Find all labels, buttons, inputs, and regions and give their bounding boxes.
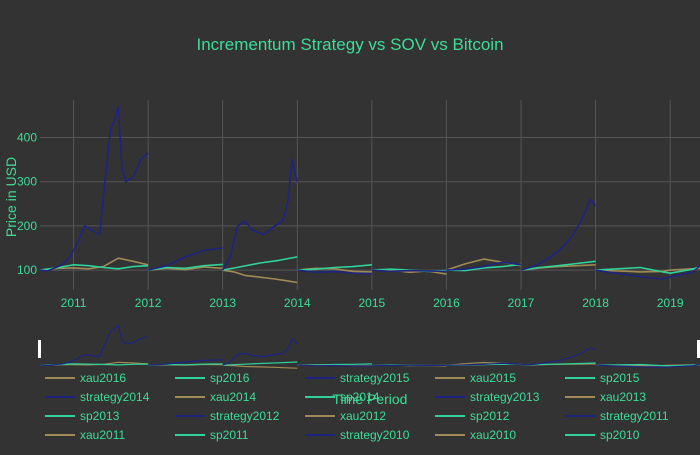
legend-label: xau2011 <box>80 428 125 442</box>
x-axis-title: Time Period <box>333 391 408 407</box>
legend-label: sp2010 <box>600 428 640 442</box>
range-slider[interactable] <box>38 324 700 370</box>
y-axis-title: Price in USD <box>3 157 19 237</box>
chart-title: Incrementum Strategy vs SOV vs Bitcoin <box>196 35 503 54</box>
legend-label: sp2011 <box>210 428 249 442</box>
legend-label: strategy2012 <box>210 409 280 423</box>
legend-label: sp2015 <box>600 371 640 385</box>
legend-label: xau2015 <box>470 371 516 385</box>
y-tick-label: 200 <box>17 219 37 233</box>
legend-label: xau2010 <box>470 428 516 442</box>
x-tick-label: 2019 <box>657 296 684 310</box>
legend-label: sp2016 <box>210 371 250 385</box>
x-tick-label: 2017 <box>508 296 535 310</box>
legend-label: xau2016 <box>80 371 126 385</box>
legend-label: xau2014 <box>210 390 256 404</box>
x-axis-ticks: 2011 2012 2013 2014 2015 2016 2017 2018 2019 <box>61 296 684 310</box>
legend-label: strategy2011 <box>600 409 669 423</box>
legend-label: strategy2010 <box>340 428 410 442</box>
x-tick-label: 2014 <box>284 296 311 310</box>
legend-label: sp2013 <box>80 409 120 423</box>
legend-label: strategy2014 <box>80 390 150 404</box>
y-tick-label: 400 <box>17 131 37 145</box>
x-tick-label: 2013 <box>209 296 236 310</box>
legend-label: xau2013 <box>600 390 646 404</box>
x-tick-label: 2018 <box>582 296 609 310</box>
legend-label: strategy2013 <box>470 390 540 404</box>
x-tick-label: 2015 <box>359 296 386 310</box>
y-tick-label: 100 <box>17 263 37 277</box>
legend-label: xau2012 <box>340 409 386 423</box>
legend-label: sp2012 <box>470 409 510 423</box>
y-tick-label: 300 <box>17 175 37 189</box>
x-tick-label: 2016 <box>433 296 460 310</box>
x-tick-label: 2012 <box>135 296 162 310</box>
range-slider-left-handle[interactable] <box>38 340 41 358</box>
legend-label: strategy2015 <box>340 371 410 385</box>
x-tick-label: 2011 <box>61 296 87 310</box>
